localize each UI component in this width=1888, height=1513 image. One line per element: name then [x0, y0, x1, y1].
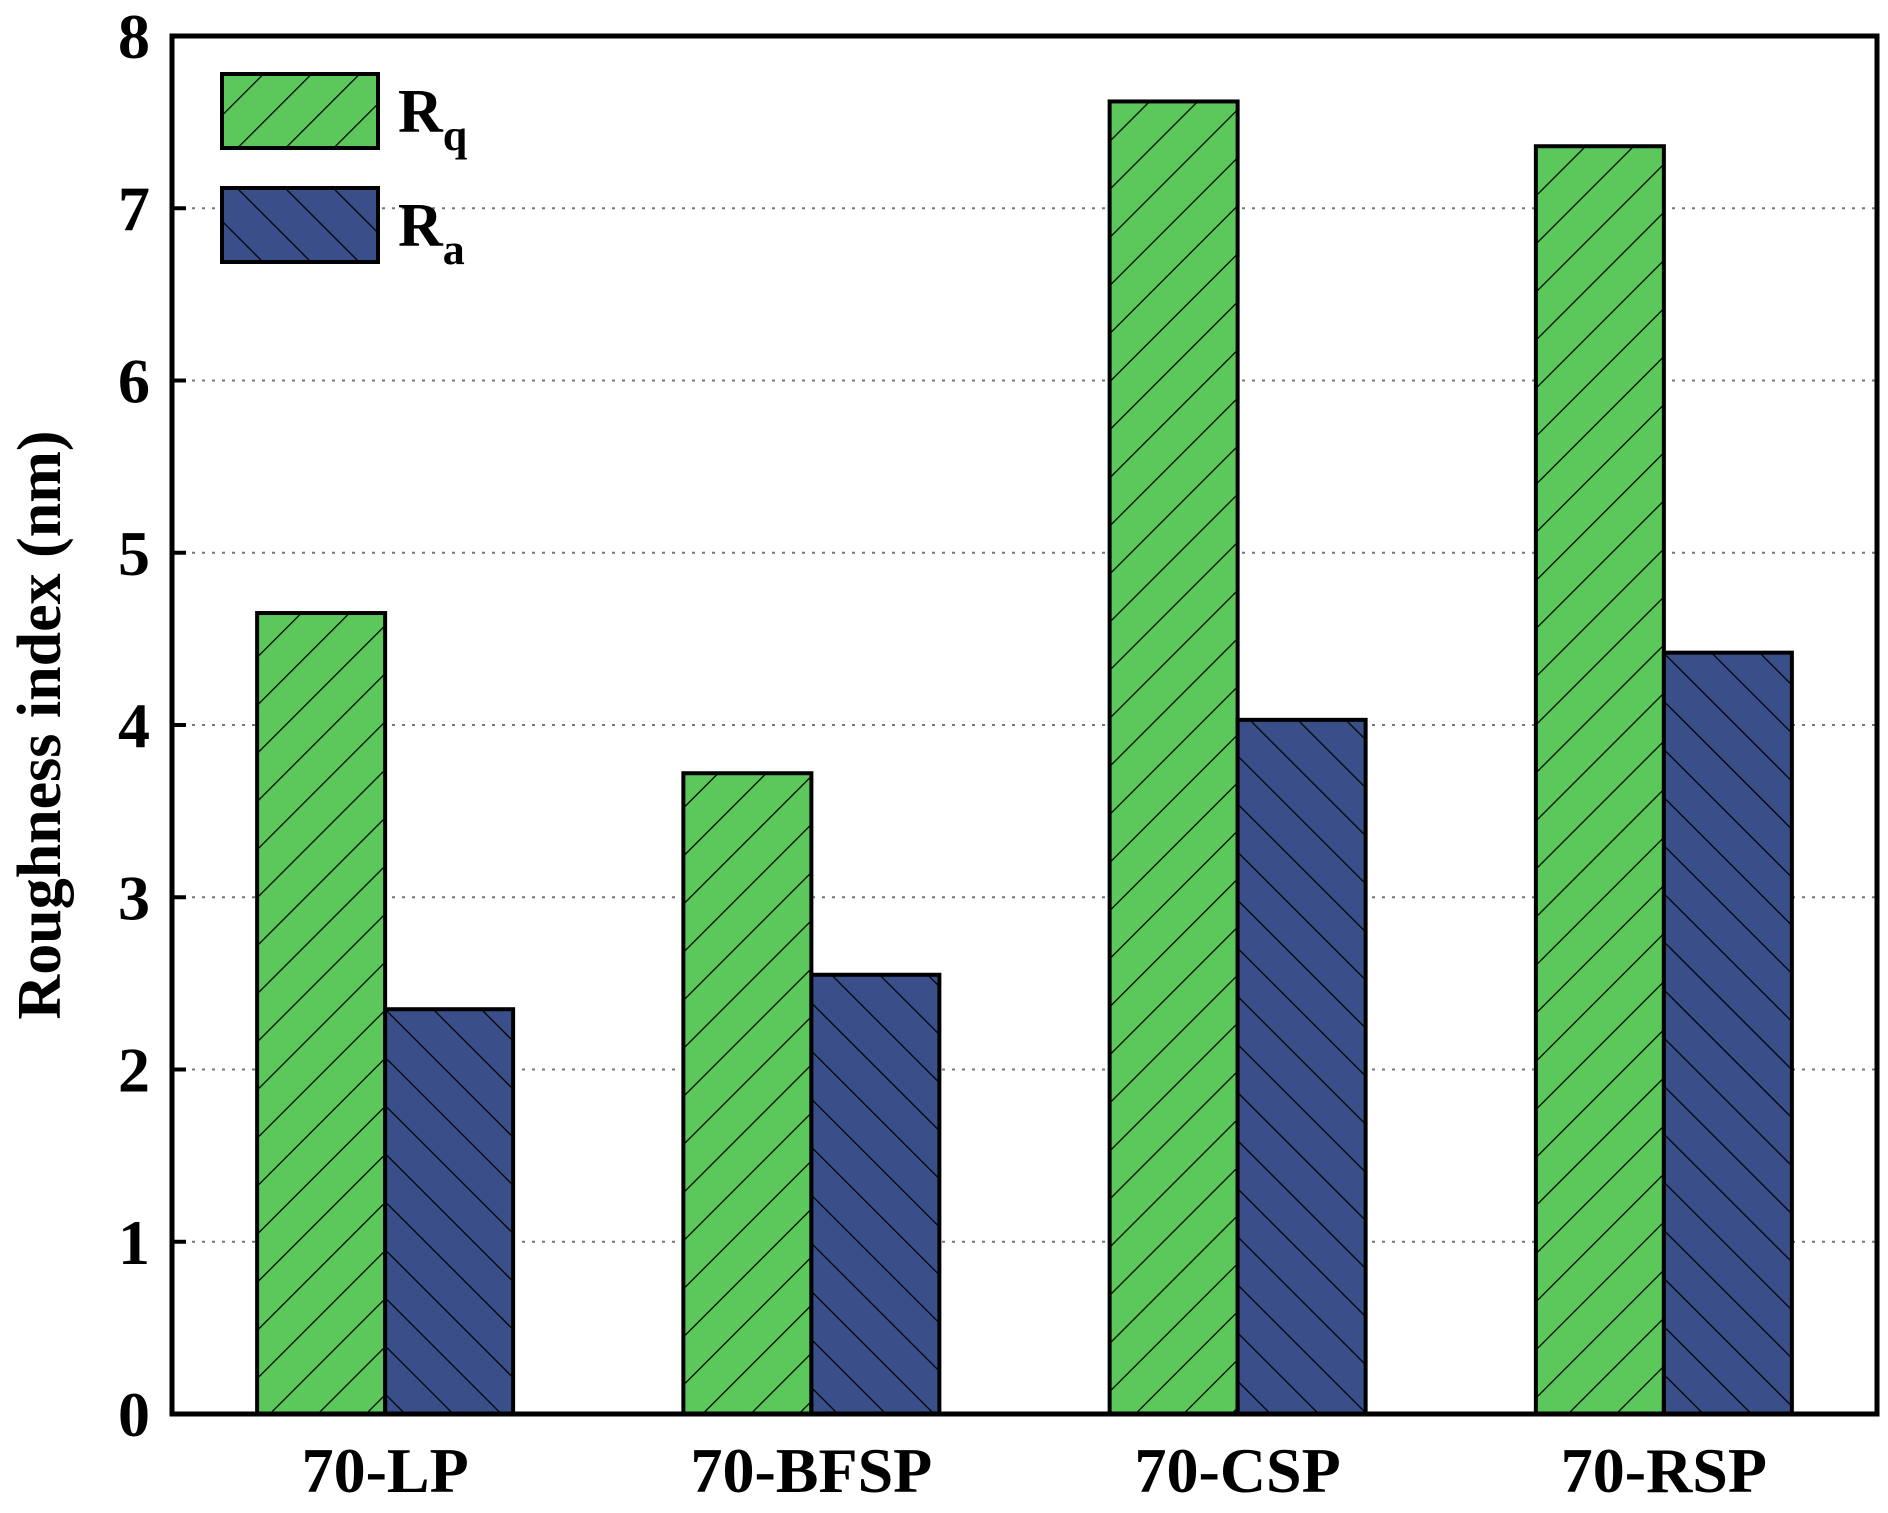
legend-label-ra-sub: a: [443, 225, 465, 274]
legend-swatch-rq-hatch: [220, 72, 380, 150]
legend-item-rq: Rq: [220, 72, 468, 160]
y-tick-label: 0: [118, 1379, 150, 1450]
x-tick-label: 70-LP: [302, 1435, 469, 1506]
legend-swatch-ra-hatch: [220, 186, 380, 264]
x-tick-label: 70-BFSP: [690, 1435, 932, 1506]
y-tick-label: 6: [118, 346, 150, 417]
legend-label-rq-sub: q: [443, 111, 468, 160]
bar-ra-70-bfsp-hatch: [809, 972, 942, 1416]
x-tick-label: 70-RSP: [1561, 1435, 1767, 1506]
y-tick-label: 7: [118, 173, 150, 244]
legend-label-ra-main: R: [398, 192, 444, 260]
x-axis-ticks: 70-LP 70-BFSP 70-CSP 70-RSP: [302, 1400, 1767, 1506]
bars: [255, 99, 1794, 1417]
y-tick-label: 1: [118, 1207, 150, 1278]
bar-ra-70-lp-hatch: [383, 1007, 516, 1417]
legend-label-rq-main: R: [398, 78, 444, 146]
bar-rq-70-rsp-hatch: [1533, 144, 1666, 1417]
bar-rq-70-lp-hatch: [255, 611, 388, 1416]
y-tick-label: 8: [118, 1, 150, 72]
legend-label-ra: Ra: [398, 192, 465, 274]
y-tick-label: 4: [118, 690, 150, 761]
legend-label-rq: Rq: [398, 78, 468, 160]
x-tick-label: 70-CSP: [1135, 1435, 1341, 1506]
bar-rq-70-csp-hatch: [1107, 99, 1240, 1417]
y-tick-label: 2: [118, 1035, 150, 1106]
bar-ra-70-rsp-hatch: [1661, 650, 1794, 1416]
legend: Rq Ra: [220, 72, 468, 274]
y-tick-label: 5: [118, 518, 150, 589]
y-axis-title: Roughness index (nm): [6, 430, 74, 1019]
y-tick-label: 3: [118, 862, 150, 933]
bar-ra-70-csp-hatch: [1235, 717, 1368, 1416]
legend-item-ra: Ra: [220, 186, 465, 274]
y-axis-ticks: 0 1 2 3 4 5 6 7 8: [118, 1, 186, 1450]
bar-rq-70-bfsp-hatch: [681, 771, 814, 1416]
